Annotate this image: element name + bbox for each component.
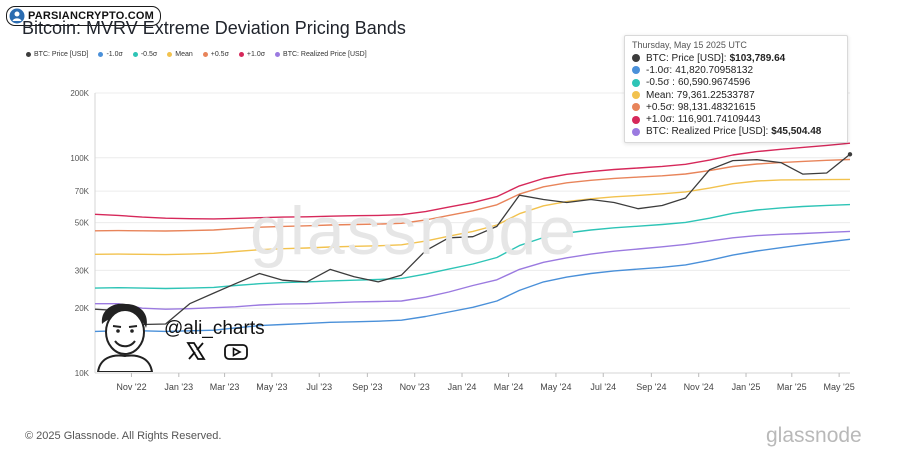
x-icon[interactable]: [186, 342, 206, 360]
legend-dot-icon: [202, 52, 208, 57]
x-tick-label: Nov '22: [116, 382, 146, 392]
legend-label: -1.0σ: [106, 51, 123, 58]
legend-item[interactable]: BTC: Realized Price [USD]: [275, 51, 367, 58]
y-tick-label: 200K: [70, 89, 89, 98]
chart-legend: BTC: Price [USD] -1.0σ -0.5σ Mean +0.5σ +1.0σ…: [26, 51, 367, 58]
series-line--0-5-: [94, 158, 851, 232]
avatar: [96, 303, 154, 372]
data-tooltip: Thursday, May 15 2025 UTC BTC: Price [US…: [624, 35, 848, 143]
tooltip-value: 116,901.74109443: [677, 114, 761, 126]
tooltip-row: BTC: Price [USD]: $103,789.64: [632, 52, 847, 64]
x-tick-label: Jan '23: [164, 382, 193, 392]
y-tick-label: 50K: [75, 219, 90, 228]
legend-label: -0.5σ: [140, 51, 158, 58]
x-tick-label: Jan '25: [732, 382, 761, 392]
tooltip-label: BTC: Price [USD]:: [646, 52, 727, 64]
x-tick-label: May '23: [256, 382, 287, 392]
x-tick-label: Mar '23: [210, 382, 240, 392]
y-tick-label: 30K: [75, 266, 90, 275]
series-line-mean: [94, 178, 851, 256]
series-line-btc-realized-price-usd-: [95, 230, 851, 310]
person-icon: [9, 8, 25, 24]
legend-label: +0.5σ: [210, 51, 229, 58]
legend-item[interactable]: -1.0σ: [98, 51, 123, 58]
x-tick-label: Nov '24: [684, 382, 714, 392]
y-tick-label: 70K: [75, 187, 90, 196]
x-tick-label: Mar '25: [777, 382, 807, 392]
series-dot-icon: [632, 115, 640, 124]
price-endpoint-marker: [847, 152, 853, 157]
legend-item[interactable]: +1.0σ: [238, 51, 266, 58]
glassnode-logo: glassnode: [766, 424, 862, 447]
tooltip-date: Thursday, May 15 2025 UTC: [632, 40, 747, 50]
y-tick-label: 20K: [75, 304, 90, 313]
legend-item[interactable]: -0.5σ: [132, 51, 158, 58]
series-dot-icon: [632, 66, 640, 75]
x-tick-label: Sep '23: [352, 382, 382, 392]
series-line--0-5-: [94, 203, 851, 290]
y-tick-label: 10K: [75, 369, 90, 378]
x-tick-label: Mar '24: [494, 382, 524, 392]
author-handle: @ali_charts: [164, 318, 265, 339]
source-badge: PARSIANCRYPTO.COM: [6, 6, 162, 26]
series-line--1-0-: [94, 238, 851, 333]
author-card: @ali_charts: [94, 300, 274, 378]
tooltip-value: $45,504.48: [771, 126, 822, 138]
y-tick-label: 100K: [70, 154, 89, 163]
youtube-icon[interactable]: [224, 344, 248, 360]
legend-item[interactable]: +0.5σ: [202, 51, 229, 58]
x-tick-label: May '24: [540, 382, 571, 392]
legend-label: BTC: Realized Price [USD]: [283, 51, 367, 58]
legend-item[interactable]: BTC: Price [USD]: [26, 51, 88, 58]
legend-label: +1.0σ: [246, 51, 266, 58]
tooltip-label: Mean:: [646, 89, 674, 101]
series-dot-icon: [632, 127, 640, 136]
legend-label: Mean: [175, 51, 193, 58]
x-tick-label: Nov '23: [400, 382, 430, 392]
tooltip-row: Mean: 79,361.22533787: [632, 89, 847, 101]
tooltip-label: -0.5σ :: [646, 77, 675, 89]
legend-dot-icon: [26, 52, 31, 57]
chart-title: Bitcoin: MVRV Extreme Deviation Pricing …: [22, 18, 406, 38]
source-badge-text: PARSIANCRYPTO.COM: [28, 10, 155, 22]
series-line--1-0-: [94, 142, 851, 220]
series-dot-icon: [632, 78, 640, 87]
x-tick-label: Jul '24: [590, 382, 616, 392]
series-line-btc-price-usd-: [94, 153, 851, 326]
x-tick-label: May '25: [824, 382, 855, 392]
series-dot-icon: [632, 91, 640, 100]
legend-dot-icon: [275, 52, 281, 57]
tooltip-row: BTC: Realized Price [USD]: $45,504.48: [632, 126, 847, 138]
series-dot-icon: [632, 54, 640, 63]
tooltip-label: -1.0σ:: [646, 64, 673, 76]
x-tick-label: Jul '23: [306, 382, 332, 392]
legend-item[interactable]: Mean: [167, 51, 193, 58]
tooltip-value: 60,590.9674596: [677, 77, 751, 89]
legend-dot-icon: [132, 52, 138, 57]
watermark: glassnode: [250, 193, 579, 269]
legend-dot-icon: [238, 52, 244, 57]
tooltip-row: -1.0σ: 41,820.70958132: [632, 64, 847, 76]
tooltip-row: -0.5σ :60,590.9674596: [632, 77, 847, 89]
series-dot-icon: [632, 103, 640, 112]
legend-dot-icon: [167, 52, 173, 57]
x-tick-label: Sep '24: [636, 382, 666, 392]
tooltip-label: BTC: Realized Price [USD]:: [646, 126, 769, 138]
tooltip-row: +1.0σ: 116,901.74109443: [632, 113, 847, 125]
tooltip-value: 41,820.70958132: [675, 64, 754, 76]
legend-label: BTC: Price [USD]: [34, 51, 89, 58]
tooltip-label: +1.0σ:: [646, 114, 675, 126]
x-tick-label: Jan '24: [448, 382, 477, 392]
tooltip-row: +0.5σ: 98,131.48321615: [632, 101, 847, 113]
legend-dot-icon: [98, 52, 104, 57]
tooltip-value: $103,789.64: [729, 52, 786, 64]
tooltip-label: +0.5σ:: [646, 101, 675, 113]
tooltip-value: 79,361.22533787: [676, 89, 755, 101]
tooltip-value: 98,131.48321615: [677, 101, 756, 113]
copyright: © 2025 Glassnode. All Rights Reserved.: [25, 430, 222, 442]
